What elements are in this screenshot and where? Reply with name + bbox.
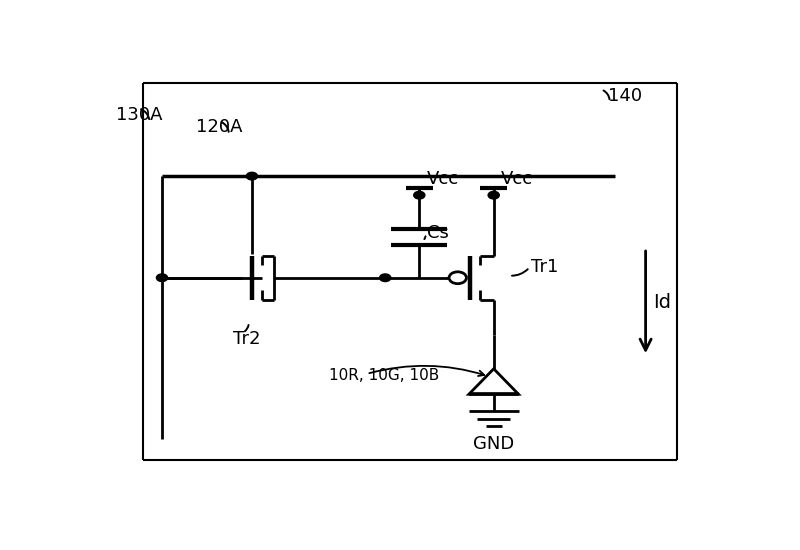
Circle shape xyxy=(246,172,258,180)
Text: Vcc: Vcc xyxy=(501,170,534,188)
Text: Vcc: Vcc xyxy=(426,170,459,188)
Text: 10R, 10G, 10B: 10R, 10G, 10B xyxy=(330,367,440,383)
Circle shape xyxy=(488,191,499,199)
Text: Cs: Cs xyxy=(426,224,449,243)
Text: Id: Id xyxy=(653,293,671,312)
Text: Tr2: Tr2 xyxy=(234,330,261,348)
Text: GND: GND xyxy=(473,435,514,453)
Circle shape xyxy=(414,191,425,199)
Text: Tr1: Tr1 xyxy=(531,258,558,276)
Circle shape xyxy=(380,274,390,282)
Circle shape xyxy=(449,272,466,284)
Text: 130A: 130A xyxy=(115,106,162,124)
Text: 140: 140 xyxy=(608,87,642,104)
Text: 120A: 120A xyxy=(196,118,242,136)
Circle shape xyxy=(157,274,167,282)
